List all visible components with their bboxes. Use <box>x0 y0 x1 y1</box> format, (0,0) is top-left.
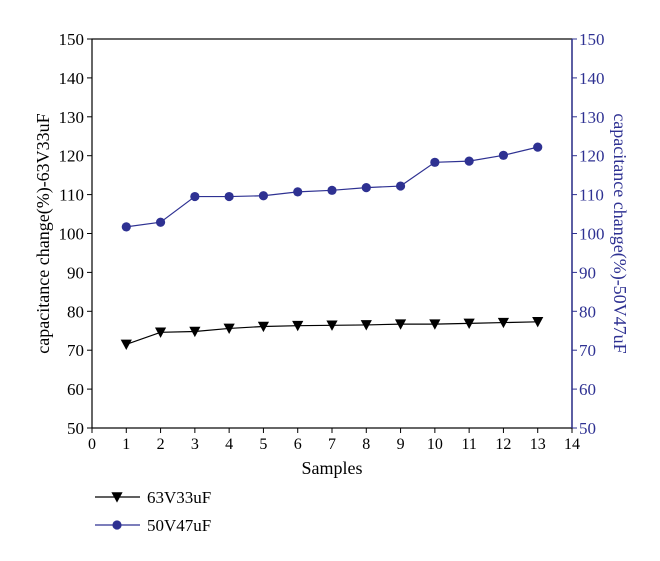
y-axis-right-title: capacitance change(%)-50V47uF <box>609 113 630 353</box>
x-tick-label: 5 <box>259 436 267 453</box>
plot-frame <box>91 38 573 429</box>
x-tick-label: 11 <box>461 436 476 453</box>
y-right-tick-label: 130 <box>579 108 605 127</box>
y-right-tick-label: 70 <box>579 341 596 360</box>
y-right-tick-label: 80 <box>579 302 596 321</box>
y-left-tick-label: 140 <box>59 69 85 88</box>
y-left-tick-label: 120 <box>59 147 85 166</box>
legend-item-63v33uf: 63V33uF <box>95 488 211 507</box>
data-point <box>293 187 303 197</box>
legend-item-50v47uf: 50V47uF <box>95 516 211 535</box>
y-right-tick-label: 150 <box>579 30 605 49</box>
series <box>120 142 544 350</box>
x-tick-label: 0 <box>88 436 96 453</box>
x-tick-label: 8 <box>362 436 370 453</box>
data-point <box>497 317 510 329</box>
x-tick-label: 14 <box>564 436 580 453</box>
data-point <box>190 191 200 202</box>
data-point <box>223 323 235 335</box>
y-left-tick-label: 70 <box>67 341 84 360</box>
data-point <box>121 222 131 232</box>
legend: 63V33uF 50V47uF <box>95 488 211 535</box>
y-right-tick-label: 140 <box>579 69 605 88</box>
data-point <box>361 182 371 193</box>
x-tick-label: 10 <box>427 436 443 453</box>
data-point <box>224 191 234 202</box>
data-point <box>154 327 167 338</box>
legend-label-63v33uf: 63V33uF <box>147 488 211 507</box>
axes <box>91 38 573 429</box>
y-right-tick-label: 50 <box>579 419 596 438</box>
data-point <box>189 326 201 338</box>
y-left-tick-label: 150 <box>59 30 85 49</box>
y-left-tick-label: 80 <box>67 302 84 321</box>
y-left-tick-label: 90 <box>67 263 84 282</box>
y-right-tick-label: 120 <box>579 147 605 166</box>
legend-swatch-marker <box>112 520 122 530</box>
x-tick-label: 7 <box>328 436 336 453</box>
data-point <box>120 339 132 350</box>
data-point <box>360 320 372 331</box>
legend-swatch-marker <box>111 492 123 503</box>
series-63v33uf <box>120 317 544 350</box>
x-tick-label: 2 <box>157 436 165 453</box>
data-point <box>429 319 441 330</box>
x-axis-title: Samples <box>302 458 363 478</box>
data-point <box>395 181 406 191</box>
data-point <box>257 321 270 333</box>
legend-label-50v47uf: 50V47uF <box>147 516 211 535</box>
data-point <box>498 150 509 160</box>
y-right-tick-label: 100 <box>579 225 605 244</box>
y-left-tick-label: 100 <box>59 225 85 244</box>
y-left-tick-label: 110 <box>59 186 84 205</box>
y-right-tick-label: 90 <box>579 263 596 282</box>
data-point <box>464 156 474 166</box>
y-left-tick-label: 130 <box>59 108 85 127</box>
data-point <box>463 318 475 329</box>
x-tick-label: 9 <box>397 436 405 453</box>
y-left-tick-label: 50 <box>67 419 84 438</box>
y-axis-left-title: capacitance change(%)-63V33uF <box>33 113 54 353</box>
data-point <box>394 319 407 330</box>
data-point <box>292 320 304 332</box>
x-tick-label: 1 <box>122 436 130 453</box>
data-point <box>532 317 544 328</box>
data-point <box>430 157 440 167</box>
data-point <box>258 191 269 201</box>
data-point <box>326 320 338 331</box>
x-tick-label: 13 <box>530 436 546 453</box>
series-50v47uf <box>121 142 543 232</box>
data-point <box>533 142 543 152</box>
data-point <box>327 185 337 195</box>
y-right-tick-label: 60 <box>579 380 596 399</box>
x-tick-label: 3 <box>191 436 199 453</box>
x-tick-label: 4 <box>225 436 233 453</box>
y-left-tick-label: 60 <box>67 380 84 399</box>
y-right-tick-label: 110 <box>579 186 604 205</box>
x-tick-label: 12 <box>495 436 511 453</box>
data-point <box>155 217 166 227</box>
ticks: 5060708090100110120130140150506070809010… <box>59 30 605 453</box>
x-tick-label: 6 <box>294 436 302 453</box>
